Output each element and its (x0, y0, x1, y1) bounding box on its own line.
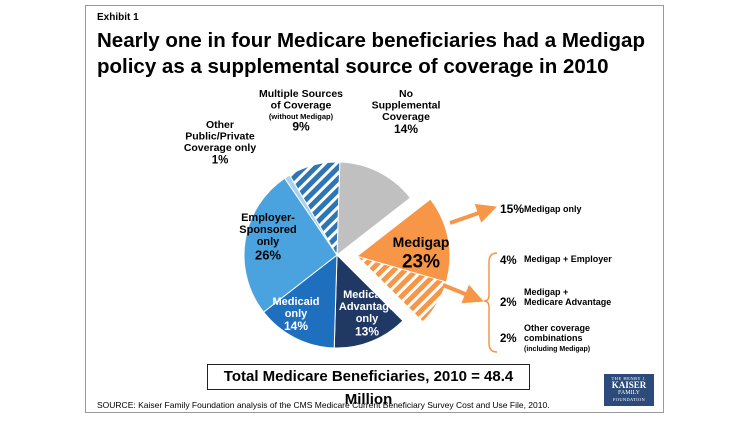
slice-label-medigap: Medigap (393, 234, 450, 250)
medigap-breakdown-label-4: Other coverage combinations (524, 323, 590, 343)
slice-label-no-supplemental-line: No (399, 88, 413, 100)
pie-slice-medicare-advantage (333, 253, 404, 349)
slice-label-medicaid-value: 14% (284, 319, 308, 333)
pie-slices (243, 161, 451, 349)
medigap-breakdown-label-2-line: Medigap + Employer (524, 254, 612, 264)
logo-line-4: FOUNDATION (613, 397, 645, 402)
slice-label-no-supplemental: No Supplemental Coverage (372, 88, 441, 123)
slice-label-employer-line: only (257, 236, 280, 248)
slice-label-multiple-sources-line: of Coverage (271, 100, 332, 112)
chart-title-line-1: Nearly one in four Medicare beneficiarie… (97, 29, 645, 52)
logo-line-2: KAISER (611, 380, 647, 390)
slice-label-no-supplemental-line: Coverage (382, 111, 430, 123)
medigap-breakdown-value-1: 15% (500, 202, 524, 216)
exhibit-label: Exhibit 1 (97, 12, 139, 23)
slice-label-employer-value-line: 26% (255, 247, 281, 262)
slice-label-employer: Employer-Sponsored only (239, 212, 296, 248)
slice-label-multiple-sources-value-line: 9% (292, 120, 310, 134)
medigap-arrow-2 (442, 283, 484, 304)
slice-label-other-public-private-line: Public/Private (185, 131, 255, 143)
medigap-combinations-bracket (483, 252, 498, 353)
medigap-breakdown-sublabel-4: (including Medigap) (524, 346, 590, 353)
medigap-breakdown-value-3: 2% (500, 297, 517, 309)
slice-label-medigap-value-line: 23% (402, 251, 440, 272)
pie-slice-medigap-combinations (356, 255, 447, 323)
slice-label-multiple-sources-sublabel-line: (without Medigap) (269, 112, 334, 121)
slice-label-medicare-advantage: Medicare Advantage only (339, 289, 395, 325)
slice-label-multiple-sources-value: 9% (292, 120, 310, 134)
pie-slice-medicaid (262, 253, 338, 349)
medigap-breakdown-label-1: Medigap only (524, 204, 582, 214)
total-beneficiaries-box: Total Medicare Beneficiaries, 2010 = 48.… (207, 364, 530, 408)
pie-annotations: No Supplemental Coverage14%Medigap23%Medic… (184, 88, 612, 353)
source-note: SOURCE: Kaiser Family Foundation analysi… (97, 400, 550, 410)
logo-line-3: FAMILY (618, 390, 640, 396)
medigap-breakdown-label-3-line: Medicare Advantage (524, 297, 611, 307)
medigap-breakdown-value-3-line: 2% (500, 297, 517, 309)
medigap-breakdown-label-2: Medigap + Employer (524, 254, 612, 264)
slice-label-other-public-private-value-line: 1% (212, 155, 229, 167)
chart-title: Nearly one in four Medicare beneficiarie… (97, 28, 657, 80)
medigap-breakdown-label-3: Medigap + Medicare Advantage (524, 287, 611, 307)
pie-slice-multiple-sources (288, 161, 341, 257)
slice-label-multiple-sources-sublabel: (without Medigap) (269, 112, 334, 121)
slice-label-medicaid-line: only (285, 308, 308, 320)
medigap-breakdown-label-4-line: combinations (524, 333, 583, 343)
medigap-breakdown-value-2-line: 4% (500, 255, 517, 267)
slice-label-medicare-advantage-value-line: 13% (355, 324, 379, 338)
medigap-breakdown-value-2: 4% (500, 255, 517, 267)
medigap-breakdown-label-4-line: Other coverage (524, 323, 590, 333)
medigap-breakdown-value-4-line: 2% (500, 333, 517, 345)
slice-label-medicare-advantage-value: 13% (355, 324, 379, 338)
slice-label-other-public-private: Other Public/Private Coverage only (184, 119, 257, 154)
medigap-breakdown-value-4: 2% (500, 333, 517, 345)
slice-label-multiple-sources: Multiple Sources of Coverage (259, 88, 343, 112)
logo-line-1: THE HENRY J. (611, 376, 647, 381)
kff-logo: THE HENRY J. KAISER FAMILY FOUNDATION (604, 374, 654, 406)
slice-label-employer-line: Employer- (241, 212, 295, 224)
slice-label-medigap-value: 23% (402, 251, 440, 272)
medigap-breakdown-sublabel-4-line: (including Medigap) (524, 346, 590, 353)
slice-label-employer-value: 26% (255, 247, 281, 262)
medigap-arrow-1 (449, 203, 497, 225)
slice-label-other-public-private-value: 1% (212, 155, 229, 167)
medigap-breakdown-label-1-line: Medigap only (524, 204, 582, 214)
pie-slice-no-supplemental (336, 161, 412, 257)
slice-label-other-public-private-line: Coverage only (184, 142, 257, 154)
slice-label-medicaid-value-line: 14% (284, 319, 308, 333)
slice-label-no-supplemental-line: Supplemental (372, 100, 441, 112)
slice-label-medicare-advantage-line: only (356, 313, 379, 325)
slice-label-medicaid-line: Medicaid (272, 296, 319, 308)
chart-title-line-2: policy as a supplemental source of cover… (97, 55, 609, 78)
slice-label-no-supplemental-value: 14% (394, 122, 418, 136)
slice-label-medigap-line: Medigap (393, 234, 450, 250)
slice-label-medicare-advantage-line: Advantage (339, 301, 395, 313)
slice-label-no-supplemental-value-line: 14% (394, 122, 418, 136)
slice-label-multiple-sources-line: Multiple Sources (259, 88, 343, 100)
slice-label-medicare-advantage-line: Medicare (343, 289, 391, 301)
slice-label-employer-line: Sponsored (239, 224, 296, 236)
pie-slice-employer (243, 177, 338, 313)
medigap-breakdown-value-1-line: 15% (500, 202, 524, 216)
slice-label-other-public-private-line: Other (206, 119, 234, 131)
slice-label-medicaid: Medicaid only (272, 296, 319, 320)
medigap-breakdown-label-3-line: Medigap + (524, 287, 568, 297)
